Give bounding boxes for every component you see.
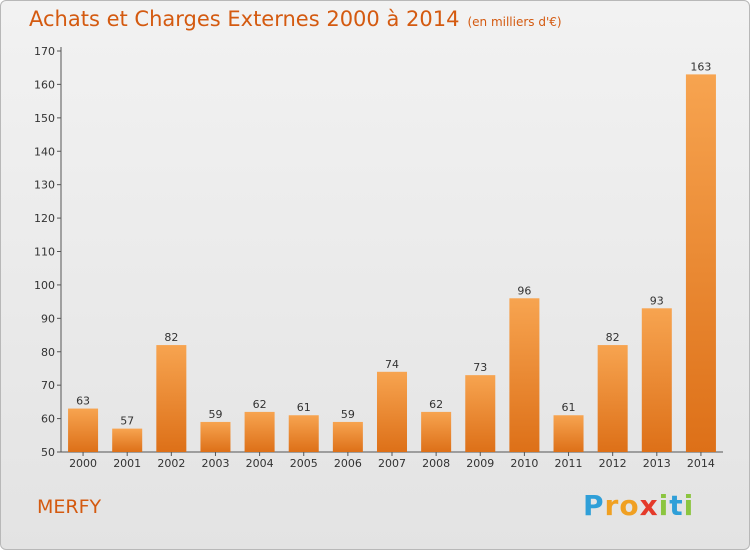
y-tick-label: 70 <box>41 379 55 392</box>
y-tick-label: 120 <box>34 212 55 225</box>
bar <box>288 415 319 452</box>
data-label: 163 <box>690 60 711 73</box>
x-tick-label: 2004 <box>246 457 274 470</box>
data-label: 73 <box>473 361 487 374</box>
bar <box>509 298 540 452</box>
bar <box>553 415 584 452</box>
x-tick-label: 2013 <box>643 457 671 470</box>
bar <box>200 421 231 452</box>
x-tick-label: 2001 <box>113 457 141 470</box>
x-tick-label: 2010 <box>510 457 538 470</box>
data-label: 63 <box>76 395 90 408</box>
data-label: 59 <box>208 408 222 421</box>
bar <box>685 74 716 453</box>
data-label: 61 <box>297 401 311 414</box>
bar <box>465 375 496 452</box>
logo-letter: x <box>639 489 659 522</box>
bar <box>332 421 363 452</box>
y-tick-label: 50 <box>41 446 55 459</box>
y-tick-label: 90 <box>41 312 55 325</box>
x-tick-label: 2006 <box>334 457 362 470</box>
y-tick-label: 130 <box>34 179 55 192</box>
x-tick-label: 2002 <box>157 457 185 470</box>
chart-title-group: Achats et Charges Externes 2000 à 2014 (e… <box>29 7 562 31</box>
data-label: 59 <box>341 408 355 421</box>
axes: 50 60 70 80 90 100 110 120 130 140 150 160 170 2000 20… <box>34 45 723 470</box>
data-label: 82 <box>606 331 620 344</box>
y-tick-label: 150 <box>34 112 55 125</box>
bar <box>244 411 275 452</box>
y-tick-label: 140 <box>34 145 55 158</box>
logo-letter: i <box>683 489 695 522</box>
bar <box>641 308 672 452</box>
bars <box>68 74 716 453</box>
bar <box>156 345 187 452</box>
bar <box>421 411 452 452</box>
x-tick-label: 2009 <box>466 457 494 470</box>
bar <box>376 371 408 452</box>
value-labels: 63 57 82 59 62 61 59 74 62 73 96 61 82 93 163 <box>76 60 711 427</box>
logo-letter: r <box>604 489 620 522</box>
bar <box>597 345 628 452</box>
data-label: 57 <box>120 415 134 428</box>
data-label: 61 <box>562 401 576 414</box>
x-tick-label: 2005 <box>290 457 318 470</box>
x-tick-label: 2008 <box>422 457 450 470</box>
y-tick-label: 60 <box>41 413 55 426</box>
logo-letter: i <box>658 489 670 522</box>
x-tick-label: 2012 <box>599 457 627 470</box>
x-tick-label: 2014 <box>687 457 715 470</box>
chart-title: Achats et Charges Externes 2000 à 2014 <box>29 7 460 31</box>
data-label: 82 <box>164 331 178 344</box>
y-tick-label: 160 <box>34 78 55 91</box>
town-name: MERFY <box>37 496 102 518</box>
x-tick-label: 2000 <box>69 457 97 470</box>
bar <box>112 428 143 452</box>
data-label: 62 <box>429 398 443 411</box>
logo-letter: o <box>619 489 640 522</box>
proxiti-logo: Proxiti <box>583 489 694 522</box>
y-tick-label: 100 <box>34 279 55 292</box>
logo-letter: t <box>669 489 684 522</box>
data-label: 93 <box>650 294 664 307</box>
x-tick-label: 2011 <box>555 457 583 470</box>
chart-subtitle: (en milliers d'€) <box>467 15 562 29</box>
x-tick-label: 2003 <box>201 457 229 470</box>
bar <box>68 408 99 452</box>
x-tick-label: 2007 <box>378 457 406 470</box>
y-tick-label: 170 <box>34 45 55 58</box>
y-tick-label: 80 <box>41 346 55 359</box>
data-label: 96 <box>517 284 531 297</box>
logo-letter: P <box>583 489 605 522</box>
data-label: 62 <box>253 398 267 411</box>
data-label: 74 <box>385 358 399 371</box>
y-tick-label: 110 <box>34 246 55 259</box>
